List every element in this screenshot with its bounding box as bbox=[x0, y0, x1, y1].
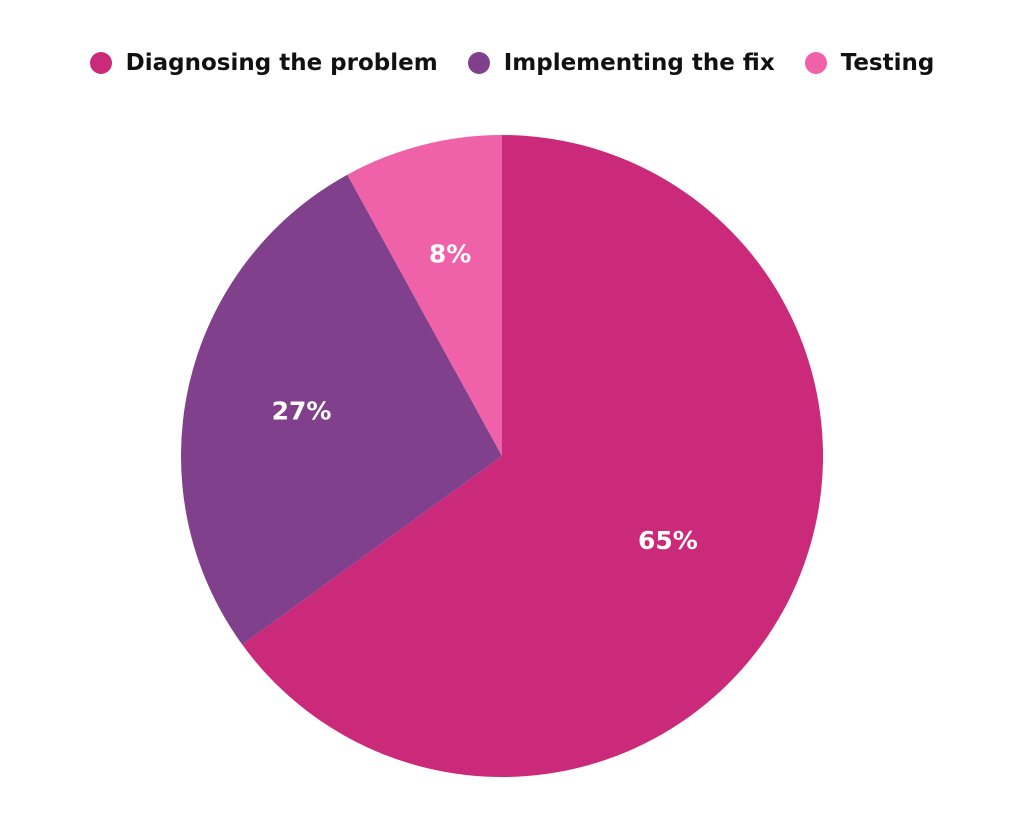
legend-label-implementing: Implementing the fix bbox=[503, 50, 775, 76]
legend-swatch-testing bbox=[804, 52, 827, 74]
legend-item-testing: Testing bbox=[804, 50, 935, 76]
legend-label-testing: Testing bbox=[840, 50, 935, 76]
legend-swatch-diagnosing bbox=[89, 52, 112, 74]
pie-slice-testing bbox=[347, 135, 502, 456]
legend-label-diagnosing: Diagnosing the problem bbox=[125, 50, 438, 76]
legend-swatch-implementing bbox=[467, 52, 490, 74]
chart-legend: Diagnosing the problem Implementing the … bbox=[0, 40, 1024, 86]
pie-slice-implementing bbox=[180, 174, 502, 645]
slice-label-testing: 8% bbox=[429, 239, 471, 268]
slice-label-implementing: 27% bbox=[272, 397, 332, 426]
legend-item-implementing: Implementing the fix bbox=[467, 50, 775, 76]
slice-label-diagnosing: 65% bbox=[638, 526, 698, 555]
pie-slice-diagnosing bbox=[242, 135, 823, 777]
legend-item-diagnosing: Diagnosing the problem bbox=[89, 50, 438, 76]
pie-slices bbox=[180, 135, 823, 777]
pie-labels: 65% 27% 8% bbox=[272, 239, 698, 555]
